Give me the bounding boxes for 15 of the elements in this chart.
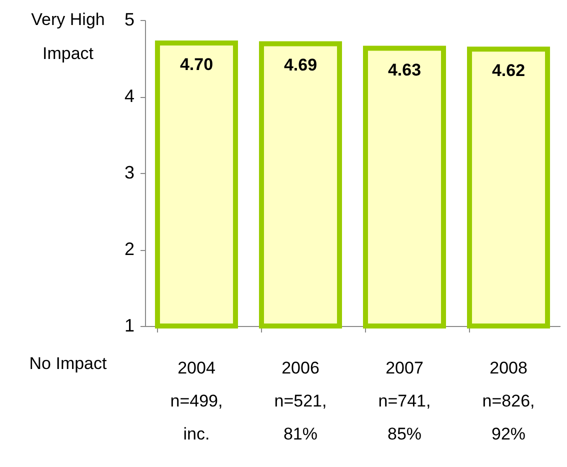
y-tick-label: 2 [124, 239, 134, 259]
y-tick-label: 1 [124, 316, 134, 336]
y-tick-label: 4 [124, 86, 134, 106]
x-tick-label: 2006 n=521, 81% [274, 358, 327, 444]
y-tick-label: 5 [124, 10, 134, 30]
text: Very High Impact [31, 10, 105, 63]
data-label: 4.63 [388, 60, 422, 80]
data-label: 4.69 [284, 56, 318, 75]
x-tick-label: 2008 n=826, 92% [482, 358, 535, 444]
x-tick-label: 2007 n=741, 85% [378, 358, 431, 444]
y-tick-label: 3 [124, 162, 134, 182]
text: No Impact [29, 354, 108, 373]
x-tick-label: 2004 n=499, inc. [170, 358, 223, 444]
data-label: 4.62 [492, 61, 526, 80]
data-label: 4.70 [180, 54, 214, 74]
